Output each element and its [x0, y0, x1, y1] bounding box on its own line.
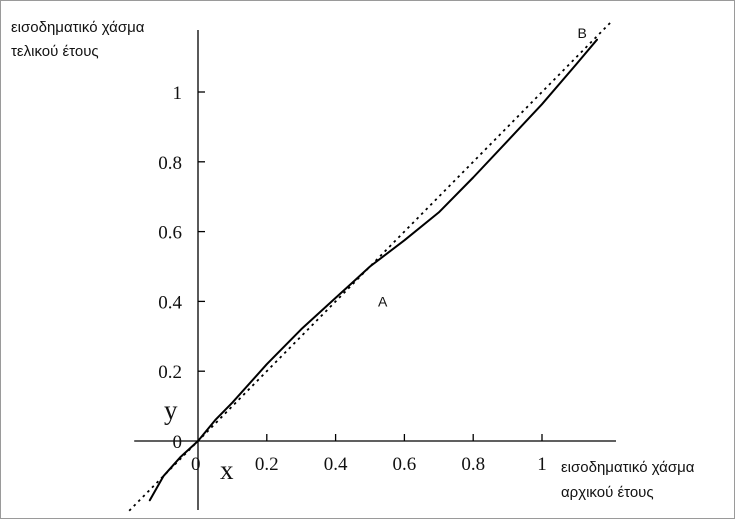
y-tick-label: 0.8 [158, 153, 182, 174]
x-tick-label: 0 [191, 454, 201, 475]
x-axis-title-line-1: εισοδηματικό χάσμα [561, 459, 695, 476]
x-axis-title-line-2: αρχικού έτους [561, 484, 654, 501]
x-tick-label: 0.4 [324, 454, 348, 475]
y-tick-label: 0.4 [158, 292, 182, 313]
x-tick-label: 1 [537, 454, 547, 475]
data-layer [128, 21, 612, 512]
y-tick-label: 0.2 [158, 362, 182, 383]
x-tick-label: 0.2 [255, 454, 279, 475]
y-axis-title-line-1: εισοδηματικό χάσμα [11, 19, 145, 36]
x-tick-label: 0.6 [393, 454, 417, 475]
x-ticks: 0 0.2 0.4 0.6 0.8 1 [191, 434, 547, 475]
x-tick-label: 0.8 [461, 454, 485, 475]
annotation-layer: AB [378, 25, 587, 309]
y-axis-letter: y [164, 395, 178, 425]
y-tick-label: 1 [173, 83, 183, 104]
solid-curve-series [148, 38, 598, 502]
x-axis-letter: x [220, 455, 234, 485]
point-label-a: A [378, 294, 388, 310]
point-label-b: B [578, 25, 587, 41]
y-axis-title-line-2: τελικού έτους [11, 43, 99, 60]
y-ticks: 0 0.2 0.4 0.6 0.8 1 [158, 83, 205, 453]
y-tick-label: 0 [173, 432, 183, 453]
y-tick-label: 0.6 [158, 223, 182, 244]
